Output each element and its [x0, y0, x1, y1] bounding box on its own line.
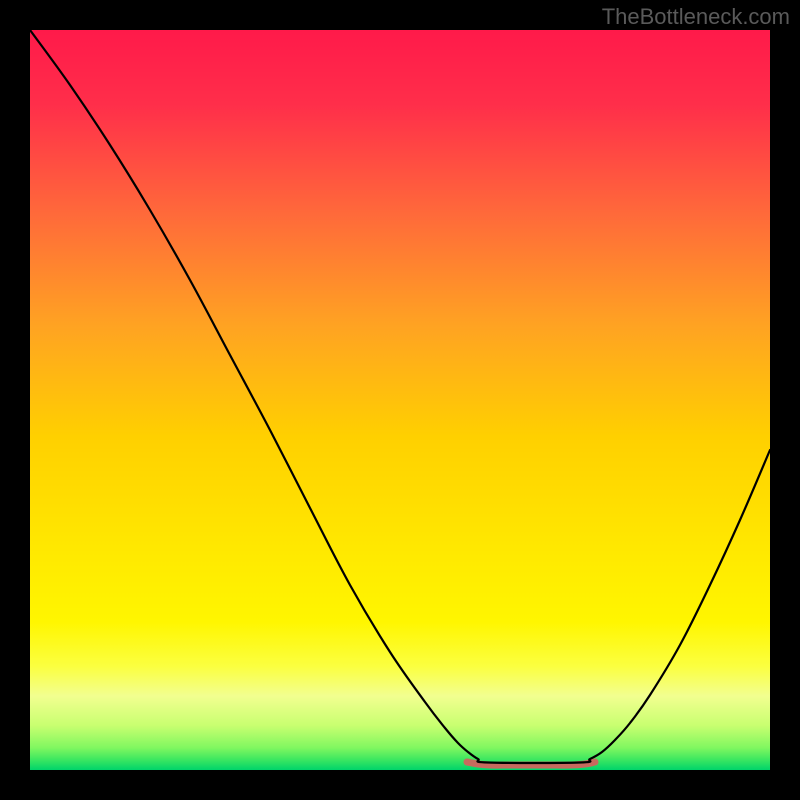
chart-plot-area — [30, 30, 770, 770]
chart-gradient-background — [30, 30, 770, 770]
watermark-text: TheBottleneck.com — [602, 4, 790, 30]
